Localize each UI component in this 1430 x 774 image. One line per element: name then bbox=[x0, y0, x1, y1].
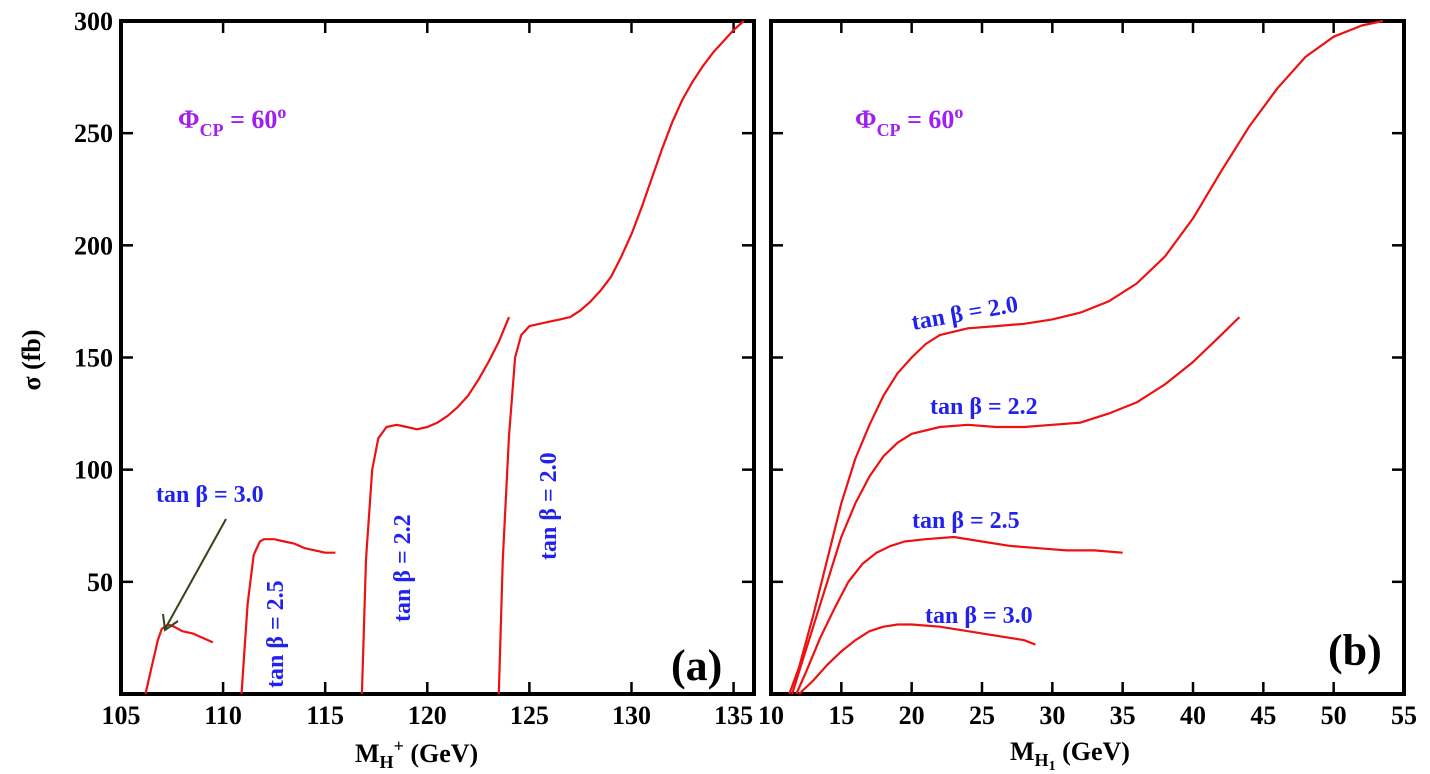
panel-a-label-tanb-2-5: tan β = 2.5 bbox=[263, 580, 289, 688]
panel-b-series-line-2 bbox=[795, 535, 1123, 695]
panel-a-x-tick-label: 105 bbox=[102, 701, 141, 730]
panel-a-label-tanb-2-0: tan β = 2.0 bbox=[536, 452, 562, 560]
panel-a-series-line-1 bbox=[240, 538, 336, 695]
panel-b-x-tick-label: 15 bbox=[828, 701, 854, 730]
panel-a-x-tick-label: 125 bbox=[510, 701, 549, 730]
panel-b-x-tick-label: 55 bbox=[1391, 701, 1417, 730]
panel-a-x-tick-label: 115 bbox=[306, 701, 344, 730]
panel-a-y-tick-label: 200 bbox=[74, 231, 113, 260]
panel-b-series-line-3 bbox=[798, 623, 1036, 695]
panel-b-x-tick-label: 50 bbox=[1321, 701, 1347, 730]
panel-a-series-line-3 bbox=[497, 20, 745, 695]
panel-a-tag: (a) bbox=[671, 641, 722, 690]
panel-b-tag: (b) bbox=[1328, 626, 1382, 675]
panel-b-label-tanb-3-0: tan β = 3.0 bbox=[925, 603, 1033, 629]
y-axis-title: σ (fb) bbox=[17, 329, 46, 390]
panel-b-x-tick-label: 45 bbox=[1250, 701, 1276, 730]
panel-a-y-tick-label: 50 bbox=[87, 568, 113, 597]
panel-b-phi-annotation: ΦCP = 60o bbox=[855, 102, 963, 140]
panel-a-pointer-arrow bbox=[164, 518, 227, 630]
panel-b-curves bbox=[788, 19, 1384, 695]
panel-a-y-tick-label: 300 bbox=[74, 7, 113, 36]
panel-a-x-tick-label: 120 bbox=[408, 701, 447, 730]
panel-b-series-line-0 bbox=[788, 19, 1384, 695]
panel-b-x-axis-title: MH1 (GeV) bbox=[1010, 737, 1130, 774]
panel-a-series-line-0 bbox=[144, 623, 214, 695]
panel-b-x-tick-label: 35 bbox=[1110, 701, 1136, 730]
panel-b-x-tick-label: 20 bbox=[899, 701, 925, 730]
panel-a-pointer-arrowhead bbox=[162, 613, 179, 632]
panel-b-series-line-1 bbox=[791, 316, 1241, 695]
panel-a-x-tick-label: 130 bbox=[612, 701, 651, 730]
panel-b-x-tick-label: 10 bbox=[758, 701, 784, 730]
panel-b-x-tick-label: 40 bbox=[1180, 701, 1206, 730]
panel-b-x-tick-label: 30 bbox=[1039, 701, 1065, 730]
panel-a-label-tanb-2-2: tan β = 2.2 bbox=[390, 514, 416, 622]
panel-a-series-line-2 bbox=[360, 316, 511, 695]
panel-b-x-tick-label: 25 bbox=[969, 701, 995, 730]
panel-a-x-axis-title: MH+ (GeV) bbox=[355, 736, 478, 772]
panel-a-x-tick-label: 110 bbox=[204, 701, 242, 730]
panel-b-ticks: 10 15 20 25 30 35 40 45 50 55 bbox=[758, 19, 1417, 730]
panel-a-label-tanb-3-0: tan β = 3.0 bbox=[156, 482, 264, 508]
panel-a-phi-annotation: ΦCP = 60o bbox=[178, 102, 286, 140]
panel-b-label-tanb-2-2: tan β = 2.2 bbox=[930, 394, 1038, 420]
panel-a-y-tick-label: 100 bbox=[74, 456, 113, 485]
panel-b: 10 15 20 25 30 35 40 45 50 55 ΦCP = 60o (b) tan β… bbox=[758, 19, 1417, 774]
panel-a-x-tick-label: 135 bbox=[714, 701, 753, 730]
panel-a-y-tick-label: 250 bbox=[74, 119, 113, 148]
panel-a-y-tick-label: 150 bbox=[74, 344, 113, 373]
panel-a: 105 110 115 120 125 130 135 50 100 150 200 250 300 Φ… bbox=[74, 7, 756, 772]
panel-b-label-tanb-2-5: tan β = 2.5 bbox=[912, 508, 1020, 534]
panel-a-ticks: 105 110 115 120 125 130 135 50 100 150 200 250 300 bbox=[74, 7, 754, 730]
